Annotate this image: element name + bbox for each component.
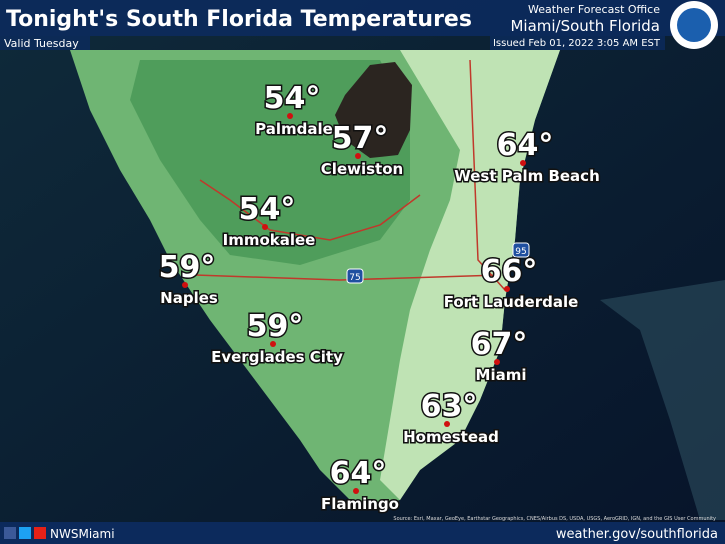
city-temp: 54° [264,81,321,116]
highway-shield [512,242,530,258]
city-temp: 64° [330,456,387,491]
city-name: Homestead [403,428,499,446]
facebook-icon[interactable] [4,527,16,539]
highway-number: 75 [349,273,360,283]
region: Miami/South Florida [510,17,660,35]
bahamas [600,280,725,520]
attribution: Source: Esri, Maxar, GeoEye, Earthstar G… [393,516,716,522]
issued: Issued Feb 01, 2022 3:05 AM EST [493,38,661,49]
city-dot [262,224,268,230]
city-name: Immokalee [223,231,316,249]
city-temp: 67° [471,327,528,362]
highway-number: 95 [515,247,526,257]
city-temp: 59° [247,309,304,344]
city-name: West Palm Beach [454,167,600,185]
nws-logo-inner [677,8,711,42]
city-name: Fort Lauderdale [444,293,579,311]
city-name: Clewiston [321,160,403,178]
city-dot [270,341,276,347]
city-name: Naples [160,289,218,307]
subtitle-bar [0,36,90,50]
city-dot [355,153,361,159]
title: Tonight's South Florida Temperatures [6,7,472,32]
city-name: Flamingo [321,495,399,513]
city-name: Miami [476,366,527,384]
subtitle: Valid Tuesday [4,37,79,50]
city-dot [444,421,450,427]
issued-bar [490,36,665,50]
coastal-zone [380,50,560,500]
city-dot [353,488,359,494]
office: Weather Forecast Office [528,3,660,16]
city-temp: 59° [159,250,216,285]
city-name: Palmdale [255,120,333,138]
lake-okeechobee [335,62,412,158]
social-handle: NWSMiami [50,527,115,541]
city-temp: 66° [481,254,538,289]
highway-shield [346,268,364,284]
roads [194,59,506,291]
city-temp: 63° [421,389,478,424]
twitter-icon[interactable] [19,527,31,539]
city-name: Everglades City [211,348,343,366]
header-bar [0,0,725,36]
city-temp: 64° [497,128,554,163]
city-dot [182,282,188,288]
city-temp: 57° [332,121,389,156]
city-dot [520,160,526,166]
city-temp: 54° [239,192,296,227]
url[interactable]: weather.gov/southflorida [556,527,718,542]
city-dot [504,286,510,292]
youtube-icon[interactable] [34,527,46,539]
footer-bar [0,522,725,544]
city-dot [287,113,293,119]
city-dot [494,359,500,365]
